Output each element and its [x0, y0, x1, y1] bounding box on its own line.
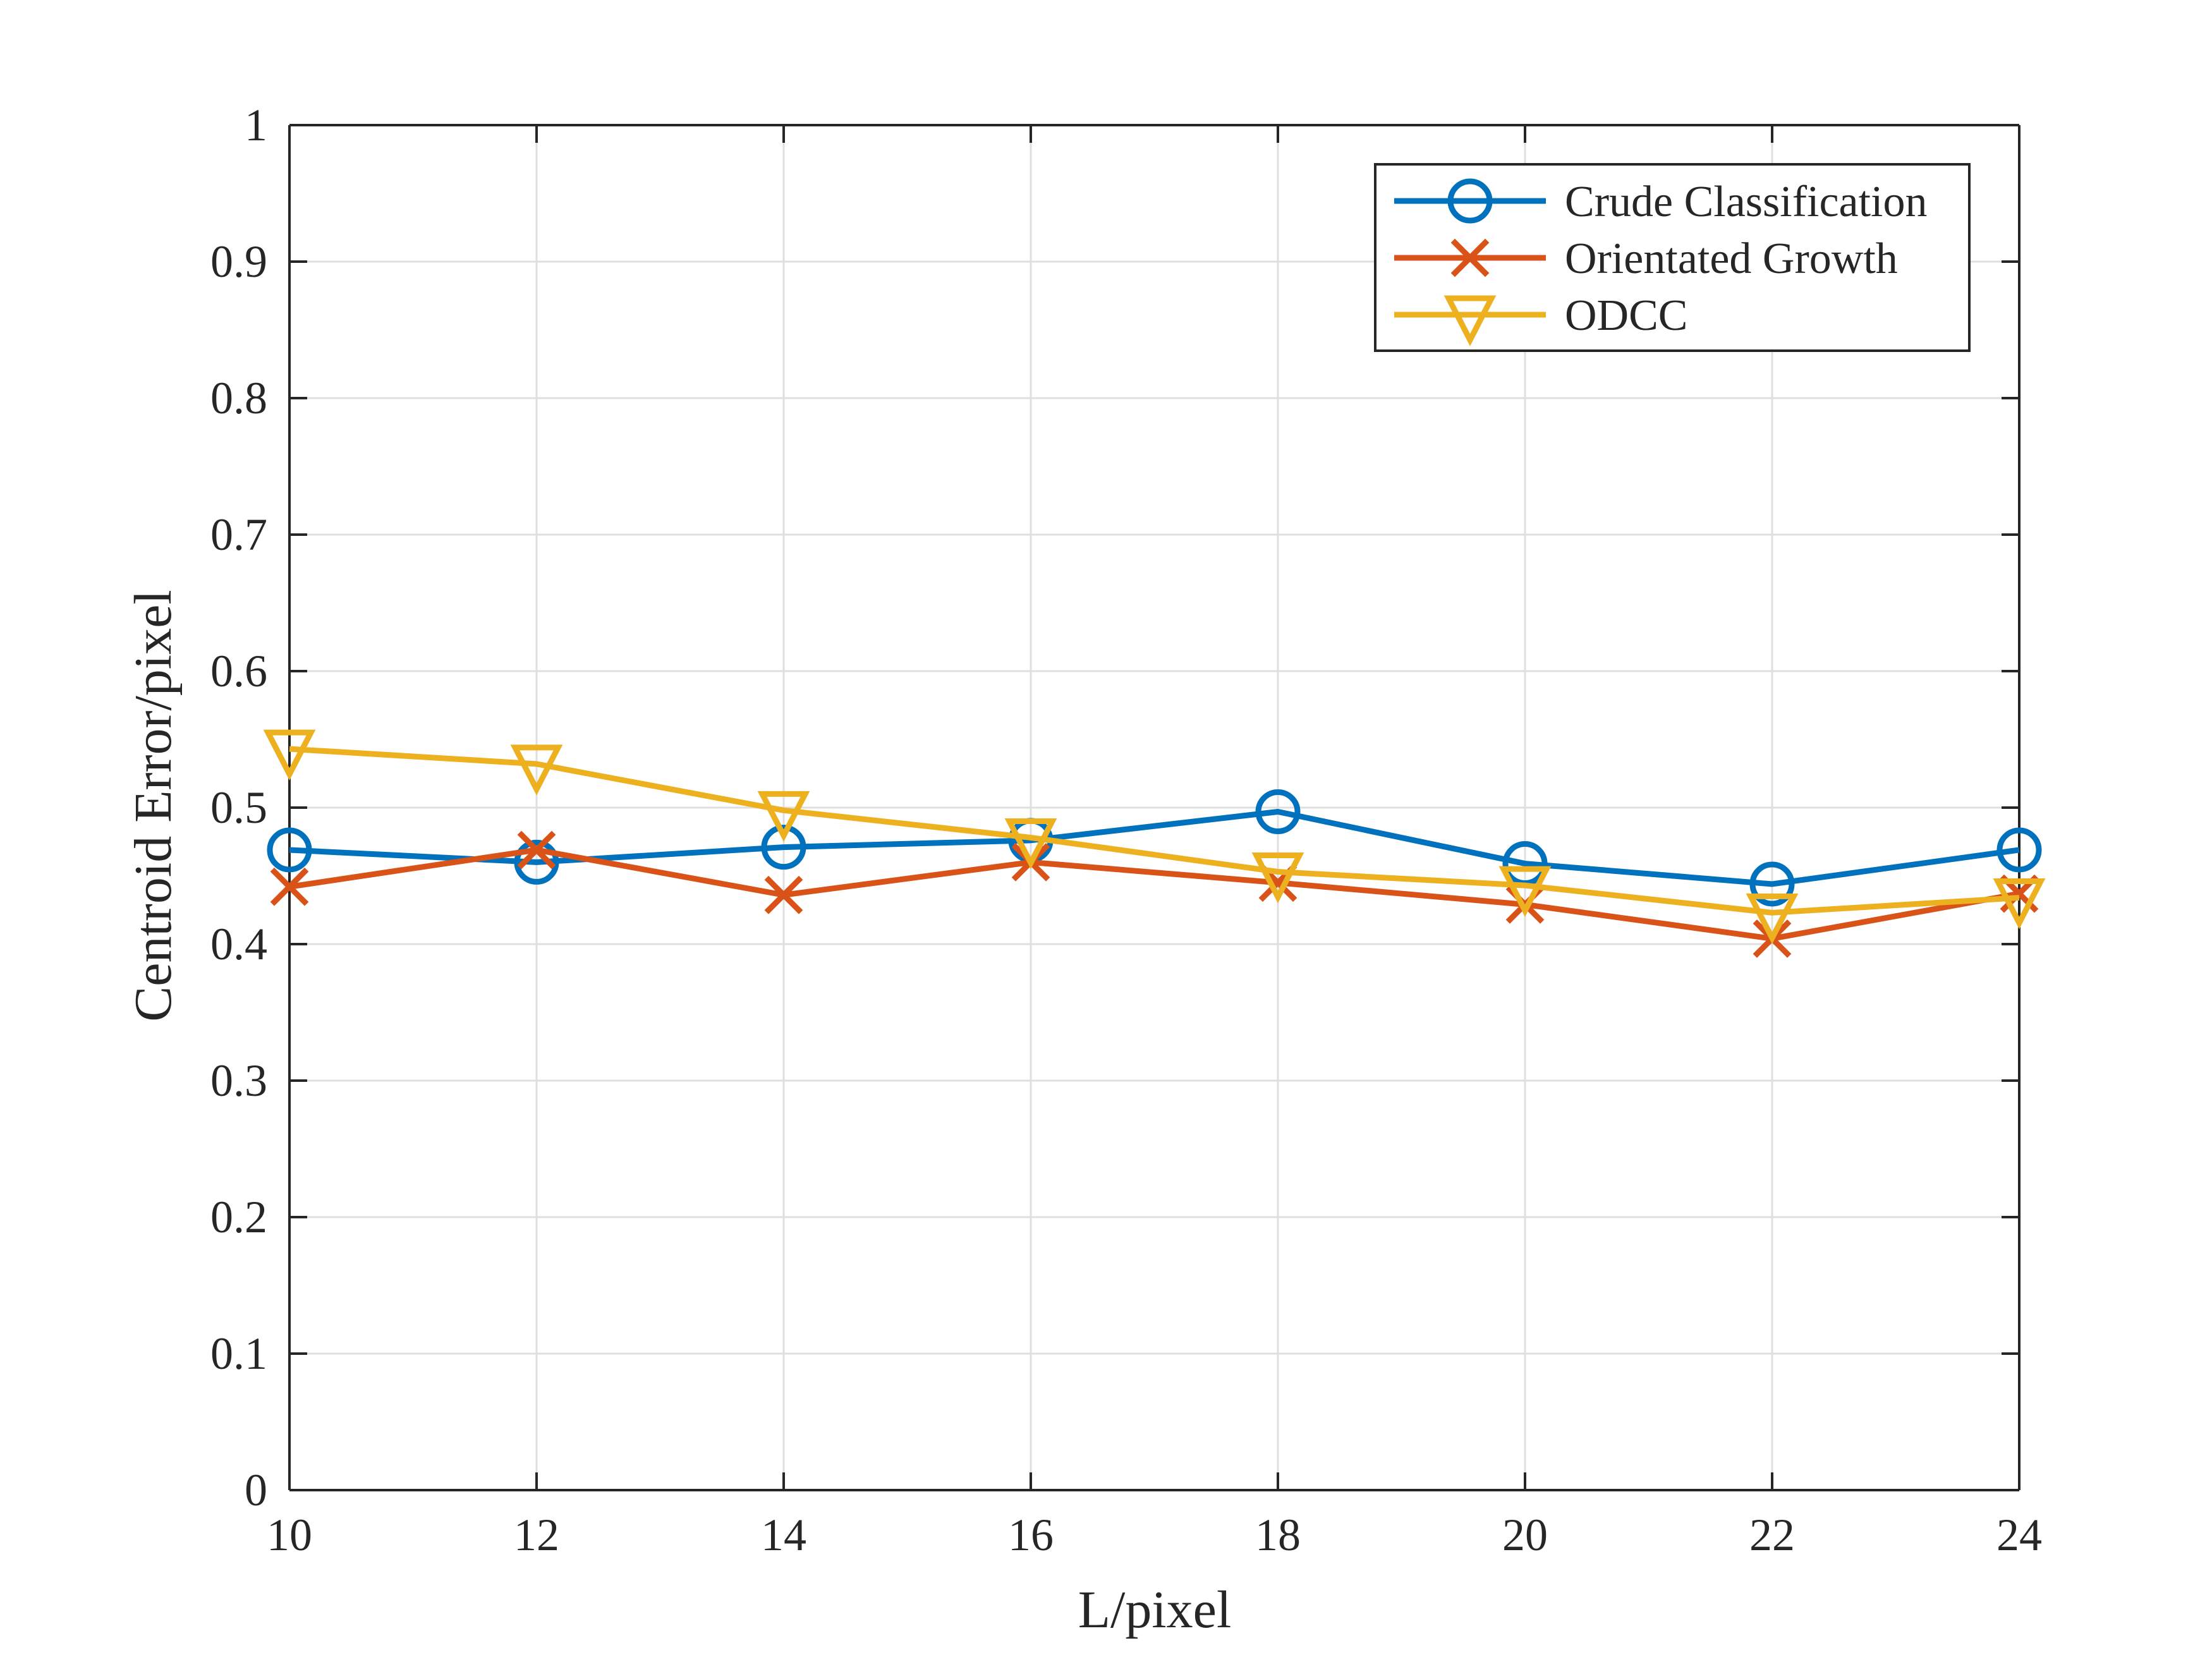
- x-tick-label: 16: [1008, 1510, 1054, 1560]
- axes: 10 12 14 16 18 20 22 24 0 0.1 0.2 0.3 0.4 0.5 0.6 0.7 0.…: [210, 100, 2042, 1560]
- data-point: [1746, 893, 1799, 945]
- series-line: [289, 746, 2020, 916]
- x-tick-label: 14: [761, 1510, 806, 1560]
- marker-stroke: [270, 867, 309, 906]
- y-tick-label: 0.8: [210, 373, 267, 423]
- marker-stroke: [1450, 238, 1490, 277]
- legend-label: Orientated Growth: [1565, 234, 1898, 283]
- marker-stroke: [764, 875, 803, 914]
- legend-entry: Crude Classification: [1394, 178, 1928, 226]
- x-tick-label: 12: [514, 1510, 559, 1560]
- data-point: [1251, 852, 1304, 904]
- y-tick-label: 1: [245, 100, 267, 150]
- x-tick-label: 18: [1255, 1510, 1301, 1560]
- legend: Crude Classification Orientated Growth ODC…: [1374, 163, 1971, 352]
- data-point: [514, 839, 559, 885]
- series-layer: [263, 729, 2046, 958]
- marker-stroke: [517, 830, 556, 870]
- legend-marker: [1450, 238, 1490, 277]
- data-point: [263, 729, 316, 780]
- data-point: [1993, 878, 2046, 930]
- x-tick-label: 24: [1996, 1510, 2042, 1560]
- legend-entry: Orientated Growth: [1394, 234, 1898, 283]
- y-tick-label: 0.5: [210, 782, 267, 833]
- data-point: [517, 830, 556, 870]
- x-tick-label: 22: [1749, 1510, 1795, 1560]
- series-line: [289, 847, 2020, 942]
- y-tick-label: 0.4: [210, 919, 267, 969]
- data-point: [1255, 789, 1301, 834]
- legend-marker: [1443, 295, 1497, 346]
- data-point: [270, 867, 309, 906]
- y-tick-label: 0.7: [210, 509, 267, 560]
- series-triangle-down: [263, 729, 2046, 945]
- y-tick-label: 0.1: [210, 1328, 267, 1379]
- data-point: [1004, 818, 1057, 870]
- y-tick-label: 0.2: [210, 1192, 267, 1242]
- x-tick-label: 20: [1502, 1510, 1548, 1560]
- y-tick-label: 0.9: [210, 236, 267, 287]
- data-point: [510, 744, 563, 796]
- data-point: [1996, 827, 2042, 873]
- data-point: [267, 827, 312, 873]
- data-point: [764, 875, 803, 914]
- y-axis-label: Centroid Error/pixel: [124, 590, 183, 1021]
- y-tick-label: 0.6: [210, 646, 267, 696]
- x-tick-label: 10: [267, 1510, 312, 1560]
- legend-label: ODCC: [1565, 291, 1687, 340]
- legend-marker: [1447, 178, 1493, 224]
- data-point: [757, 791, 810, 842]
- data-point: [761, 825, 806, 870]
- y-tick-label: 0: [245, 1465, 267, 1515]
- x-axis-label: L/pixel: [1078, 1580, 1232, 1639]
- y-tick-label: 0.3: [210, 1055, 267, 1106]
- legend-entry: ODCC: [1394, 291, 1687, 346]
- data-point: [1498, 866, 1552, 917]
- data-point: [1749, 861, 1795, 907]
- legend-label: Crude Classification: [1565, 178, 1928, 226]
